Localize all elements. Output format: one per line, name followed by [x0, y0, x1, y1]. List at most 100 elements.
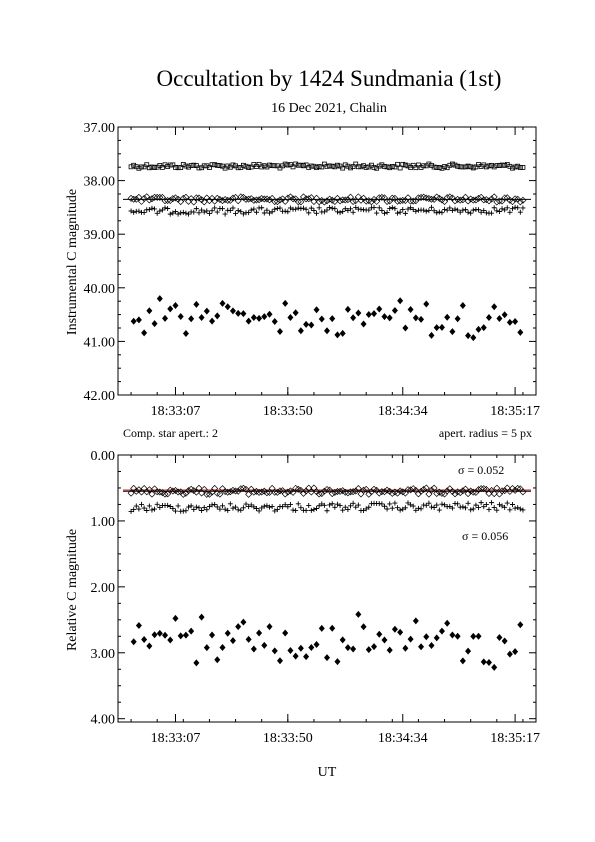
plus-marker: [222, 211, 228, 217]
filled-diamond-marker: [355, 610, 362, 618]
square-marker: [282, 161, 288, 167]
filled-diamond-marker: [156, 295, 163, 303]
plus-marker: [303, 206, 309, 212]
open-diamond-marker: [438, 489, 446, 497]
plus-marker: [212, 501, 218, 507]
filled-diamond-marker: [428, 641, 435, 649]
open-diamond-marker: [145, 196, 153, 204]
plus-marker: [499, 503, 505, 509]
plus-marker: [340, 507, 346, 513]
open-diamond-marker: [179, 490, 187, 498]
filled-diamond-marker: [381, 636, 388, 644]
plus-marker: [293, 508, 299, 514]
open-diamond-marker: [490, 193, 498, 201]
plus-marker: [172, 209, 178, 215]
square-marker: [256, 161, 262, 167]
open-diamond-marker: [205, 197, 213, 205]
square-marker: [175, 165, 181, 171]
filled-diamond-marker: [308, 321, 315, 329]
plus-marker: [141, 505, 147, 511]
filled-diamond-marker: [135, 316, 142, 324]
plus-marker: [334, 209, 340, 215]
plus-marker: [321, 209, 327, 215]
plus-marker: [334, 501, 340, 507]
filled-diamond-marker: [209, 631, 216, 639]
open-diamond-marker: [399, 196, 407, 204]
plus-marker: [303, 507, 309, 513]
square-marker: [272, 163, 278, 169]
plus-marker: [264, 207, 270, 213]
filled-diamond-marker: [214, 656, 221, 664]
open-diamond-marker: [182, 193, 190, 201]
filled-diamond-marker: [386, 314, 393, 322]
square-marker: [329, 163, 335, 169]
square-marker: [131, 162, 137, 168]
filled-diamond-marker: [501, 311, 508, 319]
open-diamond-marker: [135, 193, 143, 201]
plus-marker: [408, 502, 414, 508]
square-marker: [235, 165, 241, 171]
open-diamond-marker: [380, 488, 388, 496]
filled-diamond-marker: [276, 657, 283, 665]
filled-diamond-marker: [318, 315, 325, 323]
filled-diamond-marker: [324, 654, 330, 662]
open-diamond-marker: [417, 194, 425, 202]
open-diamond-marker: [375, 194, 383, 202]
open-diamond-marker: [271, 488, 279, 496]
filled-diamond-marker: [386, 646, 393, 654]
plus-marker: [423, 208, 429, 214]
open-diamond-marker: [516, 198, 524, 206]
plus-marker: [186, 211, 192, 217]
square-marker: [392, 164, 398, 170]
open-diamond-marker: [407, 197, 415, 205]
filled-diamond-marker: [146, 642, 153, 650]
filled-diamond-marker: [162, 314, 169, 322]
square-marker: [350, 164, 356, 169]
open-diamond-marker: [299, 489, 307, 497]
bottom-y-ticks: 0.00 1.00 2.00 3.00 4.00: [91, 449, 536, 728]
top-y-tick-label: 39.00: [84, 228, 116, 243]
filled-diamond-marker: [156, 629, 163, 637]
open-diamond-marker: [266, 196, 274, 204]
plus-marker: [429, 504, 434, 510]
filled-diamond-marker: [485, 658, 492, 666]
plus-marker: [337, 210, 343, 216]
open-diamond-marker: [229, 486, 237, 494]
plus-marker: [188, 503, 194, 509]
open-diamond-marker: [242, 195, 250, 203]
top-plot-frame: [117, 126, 537, 396]
plus-marker: [295, 205, 301, 211]
open-diamond-marker: [378, 193, 386, 201]
filled-diamond-marker: [193, 659, 200, 667]
plus-marker: [426, 500, 432, 506]
open-diamond-marker: [498, 487, 506, 495]
plus-marker: [133, 503, 139, 509]
open-diamond-marker: [420, 193, 428, 201]
plus-marker: [170, 506, 176, 512]
plus-marker: [235, 507, 241, 513]
square-marker: [128, 164, 134, 170]
square-marker: [285, 162, 291, 168]
plus-marker: [316, 205, 322, 211]
plus-marker: [193, 504, 199, 510]
plus-marker: [402, 505, 408, 511]
square-marker: [517, 165, 523, 170]
filled-diamond-marker: [371, 310, 378, 318]
bottom-x-ticks: 18:33:07 18:33:50 18:34:34 18:35:17: [130, 455, 540, 746]
plus-marker: [384, 209, 390, 215]
open-diamond-marker: [357, 490, 365, 498]
plus-marker: [384, 506, 390, 512]
open-diamond-marker: [140, 195, 148, 203]
plus-marker: [376, 205, 382, 211]
plus-marker: [327, 204, 333, 210]
square-marker: [144, 162, 150, 168]
filled-diamond-marker: [162, 631, 169, 639]
plus-marker: [282, 208, 288, 214]
filled-diamond-marker: [271, 318, 278, 326]
open-diamond-marker: [250, 488, 258, 496]
open-diamond-marker: [143, 488, 151, 496]
plus-marker: [259, 205, 265, 211]
filled-diamond-marker: [365, 646, 372, 654]
open-diamond-marker: [255, 488, 263, 496]
open-diamond-marker: [211, 197, 219, 205]
